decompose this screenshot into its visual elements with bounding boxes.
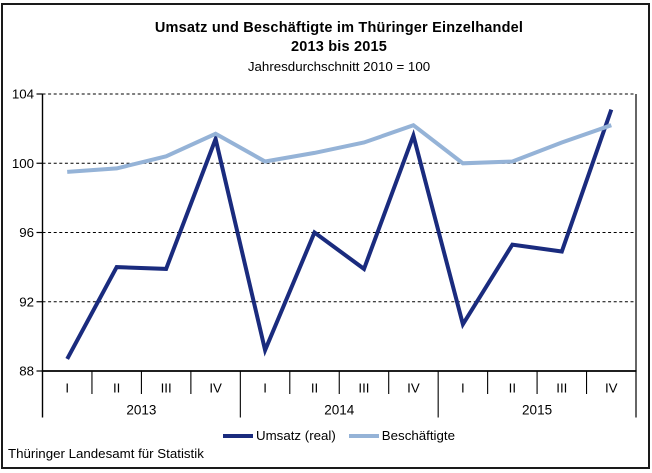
quarter-label: II <box>113 381 120 396</box>
y-axis-label-96: 96 <box>19 225 34 240</box>
quarter-label: I <box>461 381 465 396</box>
legend-label-beschaeftigte: Beschäftigte <box>381 428 455 443</box>
quarter-label: III <box>556 381 567 396</box>
year-label-2014: 2014 <box>324 403 355 418</box>
series-line-beschaeftigte <box>67 122 612 174</box>
quarter-label: III <box>358 381 369 396</box>
chart-header: Umsatz und Beschäftigte im Thüringer Ein… <box>42 19 636 75</box>
series-line-umsatz <box>65 108 614 360</box>
chart-subtitle: Jahresdurchschnitt 2010 = 100 <box>247 59 431 74</box>
chart-legend: Umsatz (real) Beschäftigte <box>42 428 636 443</box>
source-attribution: Thüringer Landesamt für Statistik <box>8 446 204 461</box>
y-axis-label-100: 100 <box>12 156 34 171</box>
year-label-2013: 2013 <box>126 403 156 418</box>
chart-title-line2: 2013 bis 2015 <box>290 39 388 55</box>
quarter-label: II <box>311 381 318 396</box>
legend-item-umsatz: Umsatz (real) <box>223 428 336 443</box>
legend-item-beschaeftigte: Beschäftigte <box>348 428 455 443</box>
umsatz-line-swatch <box>223 433 253 438</box>
legend-label-umsatz: Umsatz (real) <box>256 428 336 443</box>
quarter-label: IV <box>407 381 420 396</box>
chart-title-line1: Umsatz und Beschäftigte im Thüringer Ein… <box>154 20 524 36</box>
beschaeftigte-line-swatch <box>348 433 379 438</box>
y-axis-label-104: 104 <box>12 87 34 102</box>
y-axis-label-92: 92 <box>19 294 34 309</box>
quarter-label: IV <box>209 381 222 396</box>
quarter-label: I <box>263 381 267 396</box>
year-label-2015: 2015 <box>522 403 552 418</box>
quarter-label: II <box>509 381 516 396</box>
quarter-label: IV <box>605 381 618 396</box>
quarter-label: III <box>161 381 172 396</box>
quarter-label: I <box>65 381 69 396</box>
chart-frame <box>1 3 650 469</box>
y-axis-label-88: 88 <box>19 364 34 379</box>
